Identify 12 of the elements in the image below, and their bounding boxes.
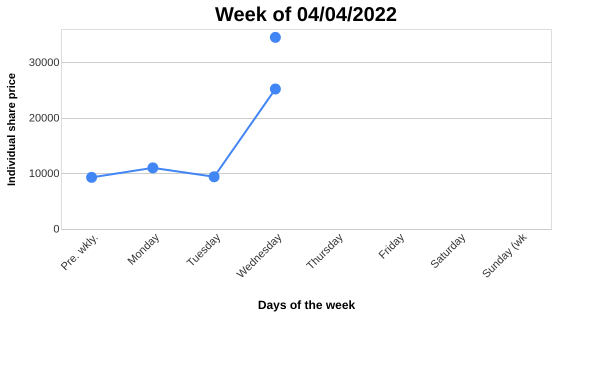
- y-tick-label: 20000: [28, 112, 60, 124]
- point: [270, 84, 281, 94]
- y-axis-title: Individual share price: [6, 72, 18, 186]
- point: [208, 171, 220, 182]
- point: [147, 162, 158, 174]
- point: [86, 172, 98, 183]
- y-tick-label: 30000: [28, 56, 60, 69]
- x-tick-label: Pre. wkly.: [58, 232, 101, 274]
- x-axis-title: Days of the week: [258, 298, 356, 312]
- y-tick-label: 10000: [28, 168, 60, 180]
- chart-title: Week of 04/04/2022: [215, 4, 397, 26]
- y-tick-label: 0: [53, 224, 60, 236]
